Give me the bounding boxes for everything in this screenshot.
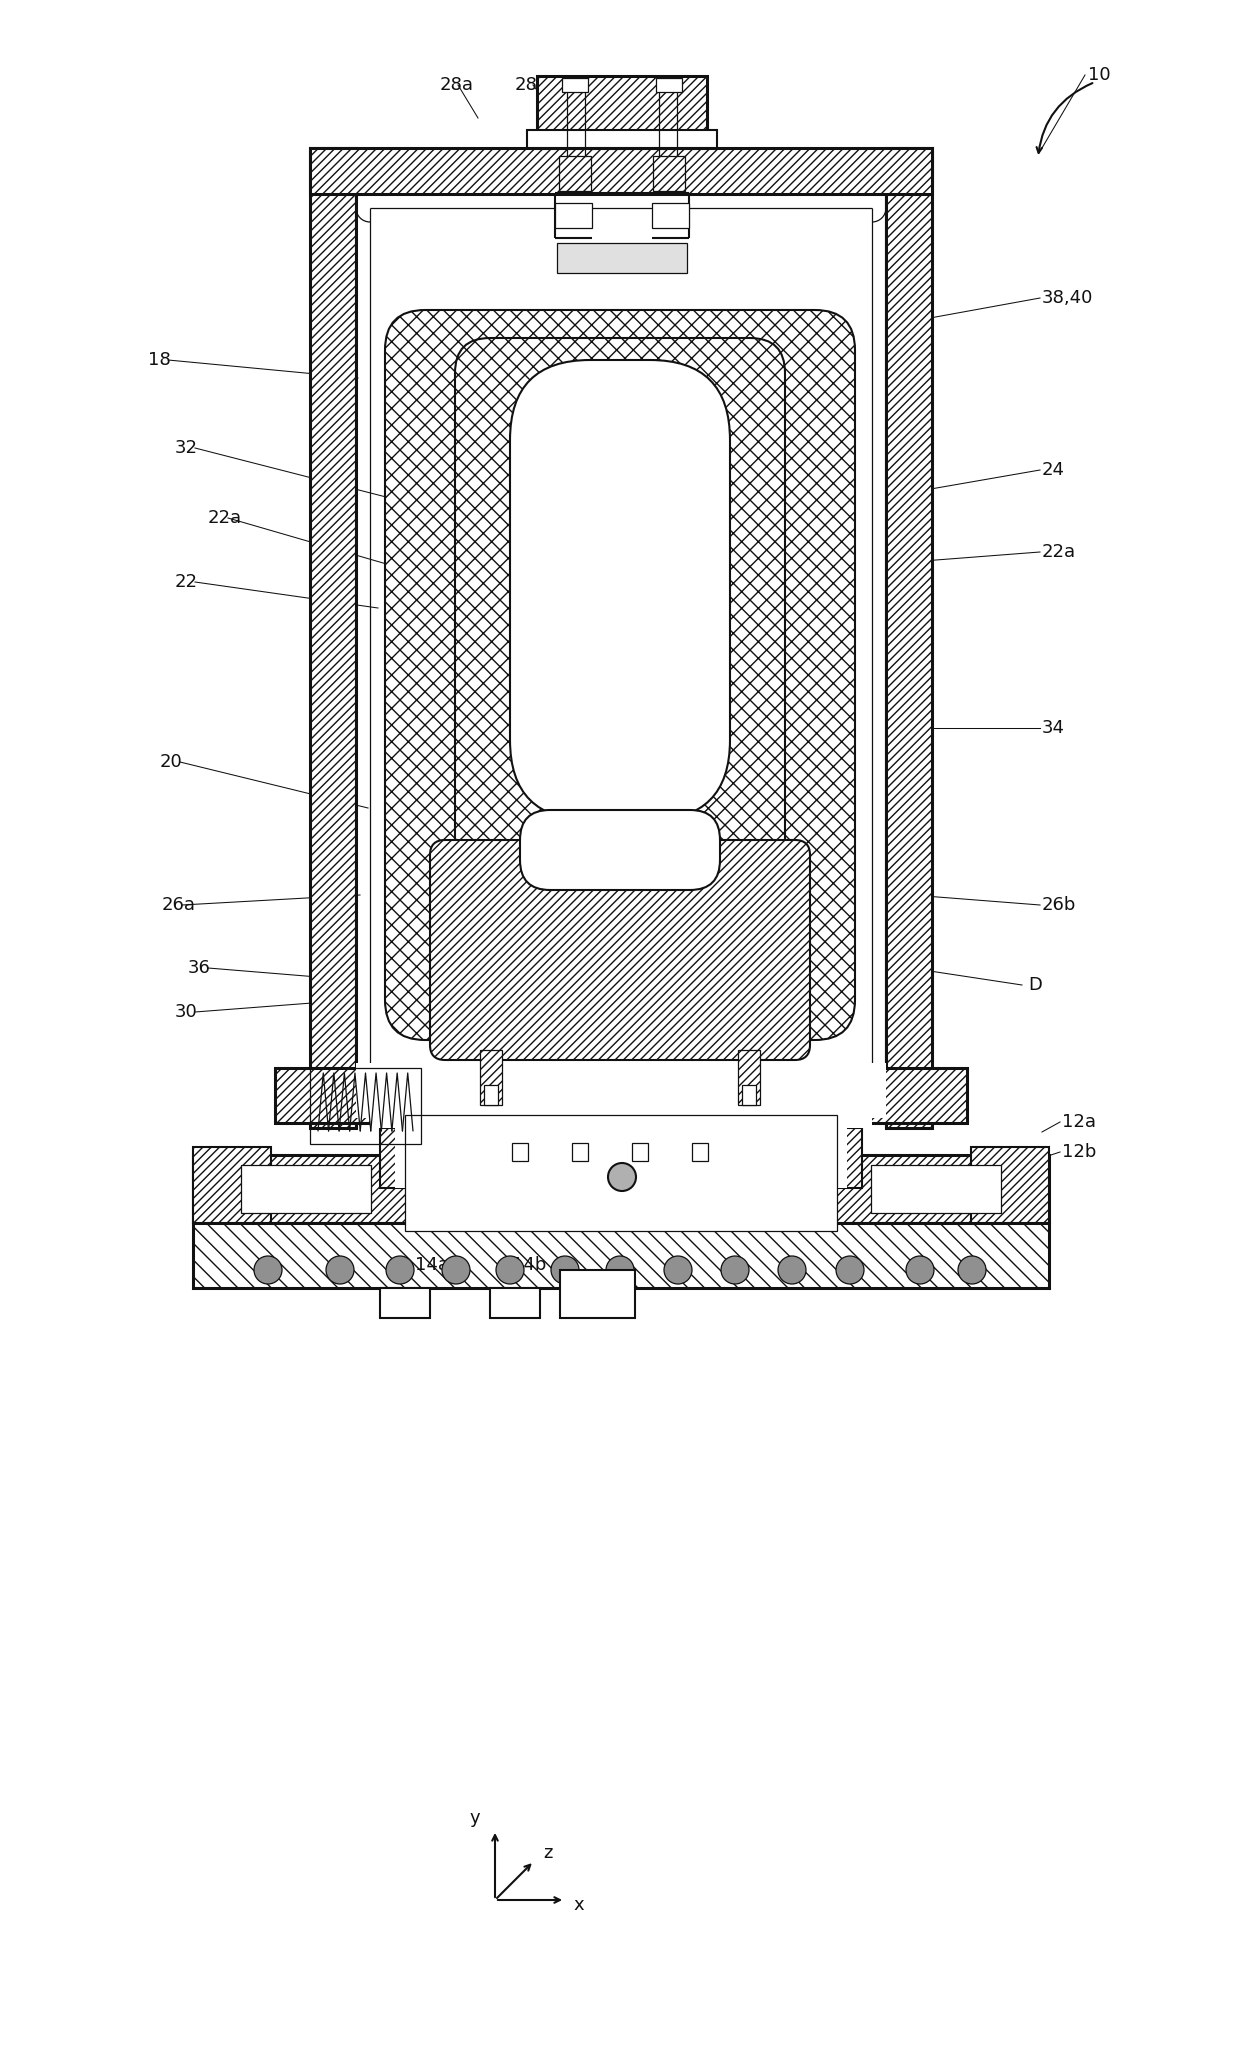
Text: z: z	[543, 1844, 553, 1863]
Circle shape	[663, 1256, 692, 1283]
Bar	[527, 130, 717, 149]
Circle shape	[720, 1256, 749, 1283]
Bar	[656, 78, 682, 93]
Text: 28a: 28a	[440, 76, 474, 95]
Text: 16: 16	[568, 1215, 590, 1234]
Circle shape	[959, 1256, 986, 1283]
Bar	[556, 202, 591, 229]
Text: 22a: 22a	[1042, 543, 1076, 561]
Bar	[275, 1069, 967, 1122]
Circle shape	[608, 1164, 636, 1190]
Bar	[537, 76, 707, 149]
Bar	[632, 1143, 649, 1161]
Bar	[490, 1287, 539, 1318]
Text: 14a: 14a	[415, 1256, 449, 1275]
Text: D: D	[1028, 976, 1042, 994]
Bar	[692, 1143, 708, 1161]
Bar	[738, 1050, 760, 1106]
Bar	[557, 243, 687, 272]
Circle shape	[386, 1256, 414, 1283]
Text: 30: 30	[175, 1003, 197, 1021]
Bar	[405, 1114, 837, 1232]
Bar	[379, 1287, 430, 1318]
Bar	[887, 149, 932, 1128]
Circle shape	[906, 1256, 934, 1283]
Circle shape	[441, 1256, 470, 1283]
Text: 26a: 26a	[162, 895, 196, 914]
Bar	[193, 1155, 1049, 1223]
Circle shape	[606, 1256, 634, 1283]
Text: 38,40: 38,40	[1042, 289, 1094, 307]
FancyBboxPatch shape	[384, 309, 856, 1040]
Bar	[512, 1143, 528, 1161]
Bar	[562, 78, 588, 93]
Text: x: x	[574, 1896, 584, 1914]
Bar	[652, 202, 689, 229]
Text: 12a: 12a	[1061, 1114, 1096, 1131]
Circle shape	[496, 1256, 525, 1283]
Bar	[356, 1062, 887, 1118]
Bar	[310, 1069, 422, 1145]
Bar	[480, 1050, 502, 1106]
Text: 10: 10	[1087, 66, 1111, 85]
Bar	[310, 149, 932, 194]
Circle shape	[836, 1256, 864, 1283]
Circle shape	[254, 1256, 281, 1283]
Bar	[560, 1271, 635, 1318]
Bar	[193, 1223, 1049, 1287]
Bar	[241, 1166, 371, 1213]
Bar	[742, 1085, 756, 1106]
Text: 24: 24	[1042, 460, 1065, 479]
Bar	[484, 1085, 498, 1106]
FancyBboxPatch shape	[510, 361, 730, 819]
FancyBboxPatch shape	[430, 840, 810, 1060]
Text: y: y	[470, 1809, 480, 1828]
Circle shape	[326, 1256, 353, 1283]
Text: 18: 18	[148, 351, 171, 369]
Text: 22a: 22a	[208, 510, 242, 526]
Circle shape	[777, 1256, 806, 1283]
Bar	[572, 1143, 588, 1161]
Text: 34: 34	[1042, 720, 1065, 736]
Text: 32: 32	[175, 439, 198, 458]
Bar	[971, 1147, 1049, 1223]
Bar	[870, 1166, 1001, 1213]
Text: 26b: 26b	[1042, 895, 1076, 914]
Text: 22: 22	[175, 574, 198, 590]
Bar	[370, 1069, 872, 1128]
Bar	[193, 1147, 272, 1223]
Text: 20: 20	[160, 753, 182, 772]
Bar	[653, 157, 684, 192]
FancyBboxPatch shape	[520, 811, 720, 889]
Text: 36: 36	[188, 959, 211, 978]
FancyBboxPatch shape	[455, 338, 785, 1013]
Bar	[379, 1128, 862, 1188]
Bar	[310, 149, 356, 1128]
Text: 28b: 28b	[515, 76, 549, 95]
Bar	[559, 157, 591, 192]
Circle shape	[551, 1256, 579, 1283]
Text: 14b: 14b	[512, 1256, 547, 1275]
Text: 12b: 12b	[1061, 1143, 1096, 1161]
Bar	[396, 1128, 847, 1188]
